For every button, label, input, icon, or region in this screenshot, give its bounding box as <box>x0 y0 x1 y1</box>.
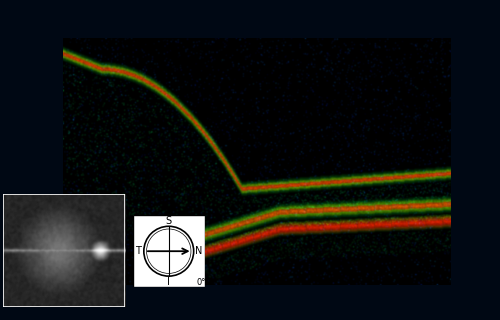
Text: N: N <box>194 246 202 256</box>
Text: 0°: 0° <box>197 278 206 287</box>
Text: I: I <box>168 277 170 287</box>
Text: T: T <box>134 246 140 256</box>
Text: S: S <box>166 216 172 226</box>
Bar <box>2 194 125 307</box>
